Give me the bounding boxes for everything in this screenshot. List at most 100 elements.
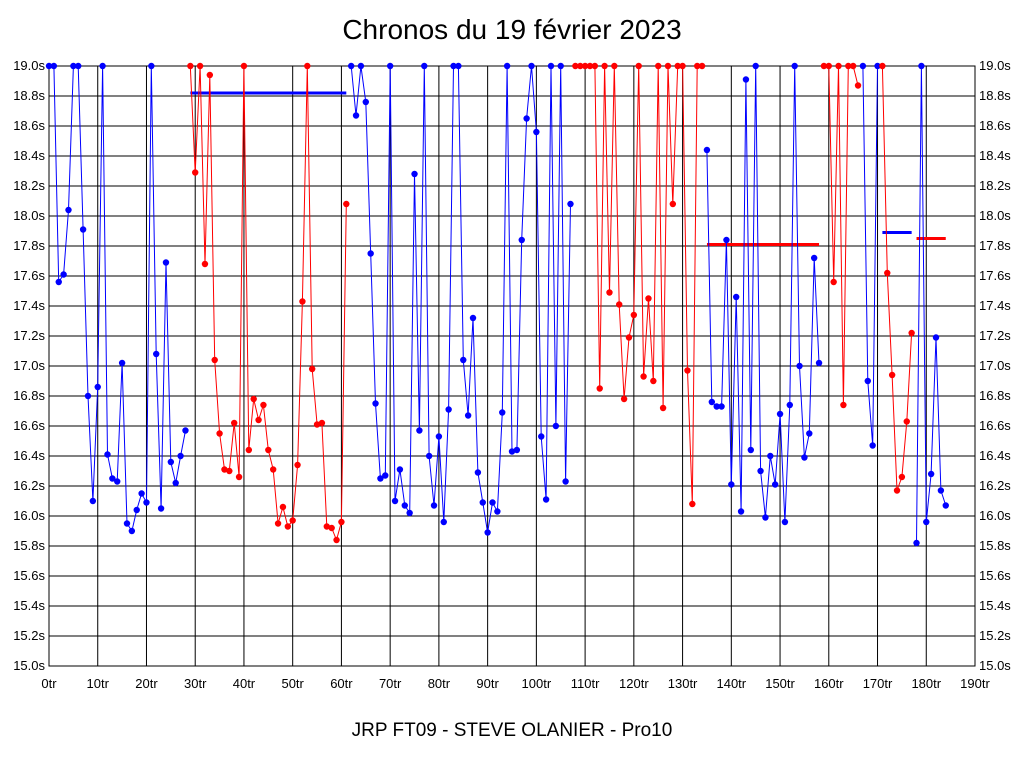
data-point bbox=[362, 98, 369, 106]
data-point bbox=[211, 356, 218, 364]
data-point bbox=[840, 401, 847, 409]
data-point bbox=[664, 62, 672, 70]
data-point bbox=[221, 466, 228, 473]
y-tick-label-right: 18.2s bbox=[979, 178, 1011, 193]
data-point bbox=[679, 62, 686, 70]
data-point bbox=[786, 401, 793, 409]
data-point bbox=[372, 400, 379, 407]
data-point bbox=[65, 206, 72, 214]
data-point bbox=[304, 62, 311, 70]
x-tick-label: 110tr bbox=[571, 676, 600, 691]
data-point bbox=[55, 278, 62, 286]
y-tick-label-left: 15.6s bbox=[13, 568, 45, 583]
data-point bbox=[182, 427, 189, 434]
data-point bbox=[810, 254, 818, 262]
data-point bbox=[703, 146, 711, 154]
data-point bbox=[274, 520, 282, 527]
y-tick-label-left: 17.8s bbox=[13, 238, 45, 253]
data-point bbox=[70, 62, 77, 70]
data-point bbox=[893, 487, 901, 494]
x-tick-label: 150tr bbox=[765, 676, 795, 691]
y-tick-label-right: 16.0s bbox=[979, 508, 1011, 523]
data-point bbox=[318, 419, 326, 427]
data-point bbox=[123, 520, 131, 527]
data-point bbox=[425, 452, 433, 460]
y-tick-label-left: 15.4s bbox=[13, 598, 45, 613]
data-point bbox=[859, 62, 867, 70]
data-point bbox=[172, 479, 179, 487]
data-point bbox=[684, 367, 691, 374]
data-point bbox=[611, 62, 618, 70]
data-point bbox=[825, 62, 832, 70]
data-point bbox=[294, 461, 301, 469]
y-tick-label-left: 17.0s bbox=[13, 358, 45, 373]
y-tick-label-right: 15.6s bbox=[979, 568, 1011, 583]
data-point bbox=[45, 62, 53, 70]
data-point bbox=[60, 271, 67, 278]
data-point bbox=[581, 62, 589, 70]
data-point bbox=[343, 200, 350, 208]
data-point bbox=[562, 478, 569, 485]
data-point bbox=[737, 508, 745, 515]
y-tick-label-left: 19.0s bbox=[13, 58, 45, 73]
data-point bbox=[328, 524, 335, 532]
data-point bbox=[50, 62, 58, 70]
data-point bbox=[508, 448, 516, 455]
data-point bbox=[815, 359, 823, 367]
series-line bbox=[350, 65, 571, 533]
data-point bbox=[406, 509, 413, 517]
x-tick-label: 90tr bbox=[476, 676, 499, 691]
x-tick-label: 30tr bbox=[184, 676, 207, 691]
data-point bbox=[84, 392, 92, 400]
data-point bbox=[528, 62, 535, 70]
data-point bbox=[386, 62, 394, 70]
y-tick-label-left: 16.0s bbox=[13, 508, 45, 523]
data-point bbox=[143, 499, 150, 506]
data-point bbox=[347, 62, 355, 70]
data-point bbox=[650, 377, 657, 385]
data-point bbox=[542, 496, 550, 503]
data-point bbox=[411, 170, 418, 178]
data-point bbox=[289, 517, 296, 524]
data-point bbox=[694, 62, 701, 70]
chart-subtitle: JRP FT09 - STEVE OLANIER - Pro10 bbox=[351, 720, 673, 741]
data-point bbox=[640, 373, 647, 380]
data-point bbox=[728, 481, 735, 488]
data-point bbox=[187, 62, 194, 70]
data-point bbox=[421, 62, 428, 70]
y-tick-label-right: 16.8s bbox=[979, 388, 1011, 403]
data-point bbox=[99, 62, 106, 70]
x-tick-label: 120tr bbox=[619, 676, 649, 691]
data-point bbox=[635, 62, 642, 70]
data-point bbox=[747, 446, 755, 454]
data-point bbox=[674, 62, 681, 70]
data-point bbox=[250, 395, 257, 403]
data-point bbox=[192, 169, 199, 176]
data-point bbox=[494, 508, 501, 515]
data-point bbox=[484, 529, 491, 536]
x-tick-label: 100tr bbox=[522, 676, 552, 691]
data-point bbox=[206, 71, 214, 79]
data-point bbox=[791, 62, 798, 70]
x-tick-label: 50tr bbox=[281, 676, 304, 691]
data-point bbox=[469, 314, 477, 322]
x-tick-label: 130tr bbox=[668, 676, 698, 691]
data-point bbox=[849, 62, 857, 70]
data-point bbox=[796, 362, 803, 370]
data-point bbox=[854, 82, 862, 89]
y-tick-label-left: 15.2s bbox=[13, 628, 45, 643]
data-point bbox=[820, 62, 828, 70]
data-point bbox=[523, 115, 530, 122]
data-point bbox=[616, 301, 623, 308]
y-tick-label-left: 17.6s bbox=[13, 268, 45, 283]
data-point bbox=[781, 518, 789, 526]
data-point bbox=[445, 406, 452, 413]
data-point bbox=[167, 458, 175, 466]
data-point bbox=[518, 236, 525, 244]
y-tick-label-right: 15.2s bbox=[979, 628, 1011, 643]
data-point bbox=[913, 539, 920, 547]
data-point bbox=[260, 401, 267, 409]
y-tick-label-right: 16.2s bbox=[979, 478, 1011, 493]
data-point bbox=[265, 446, 272, 454]
